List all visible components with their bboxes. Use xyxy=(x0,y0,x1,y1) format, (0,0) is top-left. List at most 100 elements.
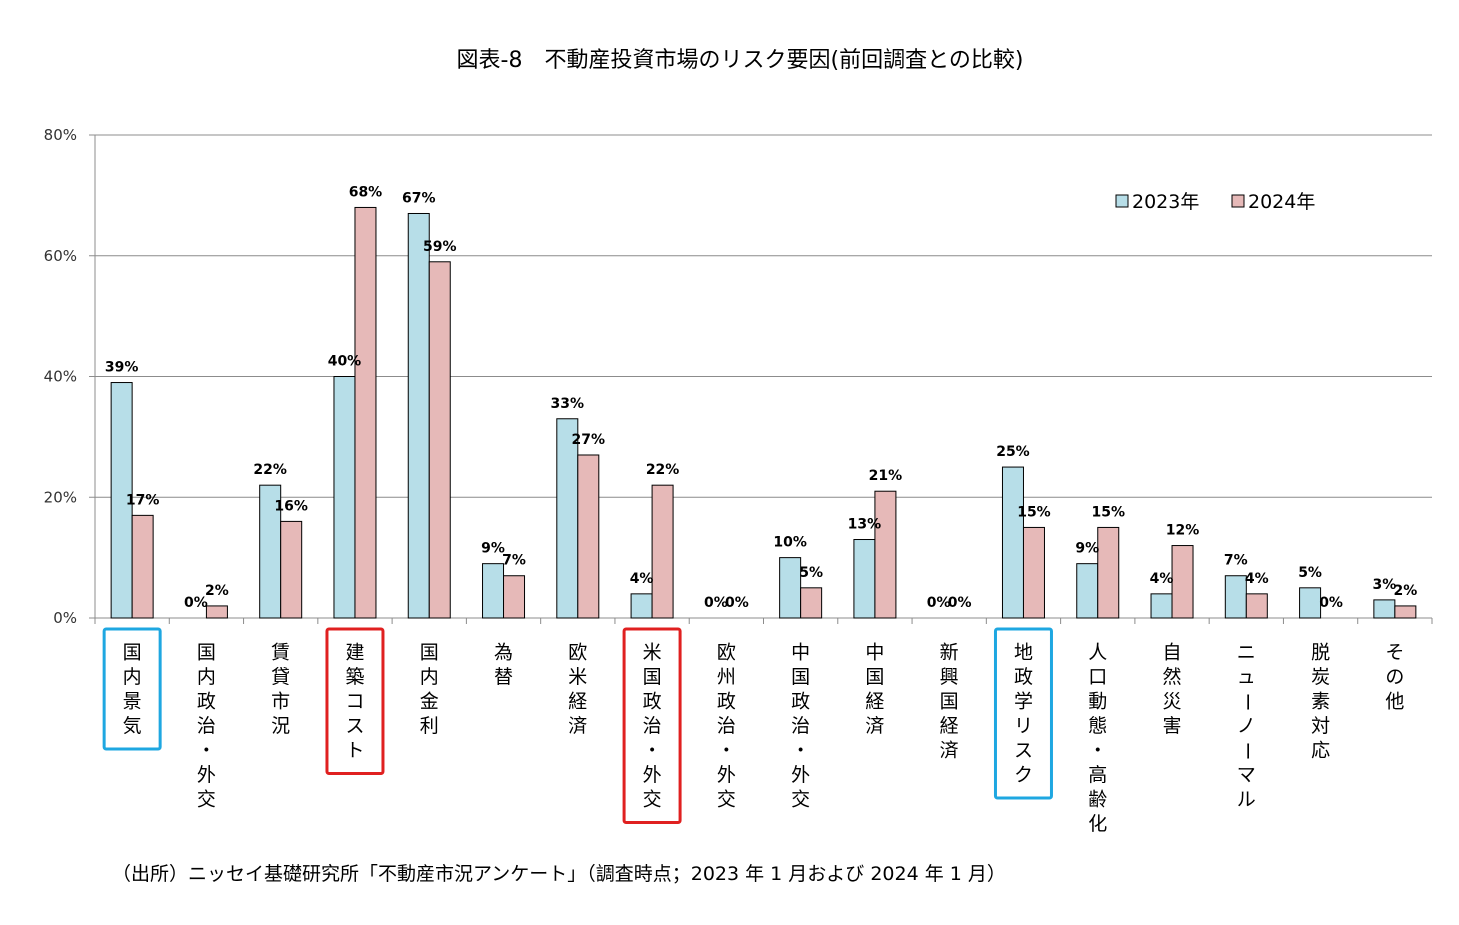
category-label-char: 政 xyxy=(717,691,736,713)
category-label-char: 新 xyxy=(940,642,959,664)
data-label: 22% xyxy=(253,462,287,478)
y-tick-label: 40% xyxy=(44,368,77,386)
category-label-char: ー xyxy=(1236,692,1258,711)
data-label: 9% xyxy=(1075,541,1099,557)
bar-2023 xyxy=(407,212,430,619)
bar-2024 xyxy=(1245,593,1268,619)
bar-2024 xyxy=(1022,526,1045,619)
category-label-char: 外 xyxy=(197,764,216,786)
data-label: 67% xyxy=(402,190,436,206)
data-label: 5% xyxy=(1298,565,1322,581)
category-label-char: マ xyxy=(1237,764,1256,786)
data-label: 7% xyxy=(502,553,526,569)
category-label-char: 済 xyxy=(568,715,587,737)
highlight-box xyxy=(993,627,1053,800)
y-tick-label: 20% xyxy=(44,488,77,506)
y-axis-ticks: 0% 20% 40% 60% 80% xyxy=(44,126,77,627)
y-tick-label: 0% xyxy=(53,609,77,627)
category-label-char: 人 xyxy=(1088,642,1107,664)
category-label-char: 中 xyxy=(791,642,810,664)
data-label: 12% xyxy=(1166,523,1200,539)
category-label-char: 欧 xyxy=(568,642,587,664)
chart-title: 図表-8 不動産投資市場のリスク要因(前回調査との比較) xyxy=(457,48,1024,73)
bar-2023 xyxy=(1001,466,1024,619)
category-label-char: 政 xyxy=(1014,666,1033,688)
category-label-char: 外 xyxy=(643,764,662,786)
bar-2023 xyxy=(556,418,579,619)
category-label-char: 炭 xyxy=(1311,666,1330,688)
data-label: 0% xyxy=(948,595,972,611)
bar-2023 xyxy=(853,539,876,619)
category-label-char: ー xyxy=(1236,741,1258,760)
data-label: 59% xyxy=(423,239,457,255)
category-label-char: 学 xyxy=(1014,691,1033,713)
category-label-char: ス xyxy=(345,715,364,737)
category-label-char: 築 xyxy=(345,666,364,688)
category-label-char: 欧 xyxy=(717,642,736,664)
bar-2024 xyxy=(354,206,377,619)
legend-swatch xyxy=(1115,194,1129,208)
gridlines xyxy=(89,134,1433,624)
category-label-char: 交 xyxy=(717,789,736,811)
category-label-char: 外 xyxy=(791,764,810,786)
y-tick-label: 80% xyxy=(44,126,77,144)
category-label-char: 済 xyxy=(865,715,884,737)
category-label-char: 利 xyxy=(420,715,439,737)
data-label: 22% xyxy=(646,462,680,478)
bar-2023 xyxy=(1299,587,1322,619)
category-label-char: 況 xyxy=(271,715,290,737)
bar-2024 xyxy=(577,454,600,619)
data-label: 15% xyxy=(1091,504,1125,520)
data-label: 21% xyxy=(869,468,903,484)
category-label-char: 治 xyxy=(643,715,662,737)
bar-2024 xyxy=(1394,605,1417,619)
category-label-char: ク xyxy=(1014,764,1033,786)
bars xyxy=(110,206,1417,619)
data-label: 0% xyxy=(927,595,951,611)
category-label-char: 素 xyxy=(1311,691,1330,713)
category-label-char: ・ xyxy=(197,740,216,762)
category-label-char: ノ xyxy=(1237,715,1256,737)
bar-2024 xyxy=(503,575,526,619)
bar-2024 xyxy=(800,587,823,619)
category-label-char: 動 xyxy=(1088,691,1107,713)
data-label: 4% xyxy=(1150,571,1174,587)
data-label: 0% xyxy=(704,595,728,611)
category-label-char: 態 xyxy=(1088,715,1107,737)
category-label-char: 気 xyxy=(123,715,142,737)
data-labels: 39% 0% 22% 40% 67% 9% 33% 4% 0% 10% 13% 0% 25% 9% 4% 7%… xyxy=(105,184,1417,611)
data-label: 0% xyxy=(184,595,208,611)
bar-2023 xyxy=(1076,563,1099,619)
data-label: 2% xyxy=(205,583,229,599)
bar-2024 xyxy=(280,520,303,619)
bar-2024 xyxy=(1171,545,1194,619)
category-label-char: 替 xyxy=(494,666,513,688)
y-tick-label: 60% xyxy=(44,247,77,265)
data-label: 4% xyxy=(1245,571,1269,587)
category-label-char: 金 xyxy=(420,691,439,713)
bar-2024 xyxy=(428,261,451,619)
category-label-char: 治 xyxy=(717,715,736,737)
category-label-char: 応 xyxy=(1311,740,1330,762)
category-label-char: 他 xyxy=(1385,691,1404,713)
category-label-char: 口 xyxy=(1088,666,1107,688)
category-label-char: 害 xyxy=(1163,715,1182,737)
data-label: 33% xyxy=(551,396,585,412)
category-label-char: 治 xyxy=(197,715,216,737)
data-label: 9% xyxy=(481,541,505,557)
bar-2023 xyxy=(1373,599,1396,619)
category-label-char: 地 xyxy=(1014,642,1033,664)
bar-2023 xyxy=(1224,575,1247,619)
category-label-char: コ xyxy=(345,691,364,713)
bar-2023 xyxy=(110,382,133,619)
bar-2023 xyxy=(779,557,802,619)
data-label: 7% xyxy=(1224,553,1248,569)
category-label-char: 国 xyxy=(197,642,216,664)
category-label-char: 国 xyxy=(643,666,662,688)
category-label-char: 国 xyxy=(420,642,439,664)
category-label-char: 然 xyxy=(1163,666,1182,688)
category-label-char: 治 xyxy=(791,715,810,737)
data-label: 3% xyxy=(1372,577,1396,593)
category-label-char: 国 xyxy=(865,666,884,688)
